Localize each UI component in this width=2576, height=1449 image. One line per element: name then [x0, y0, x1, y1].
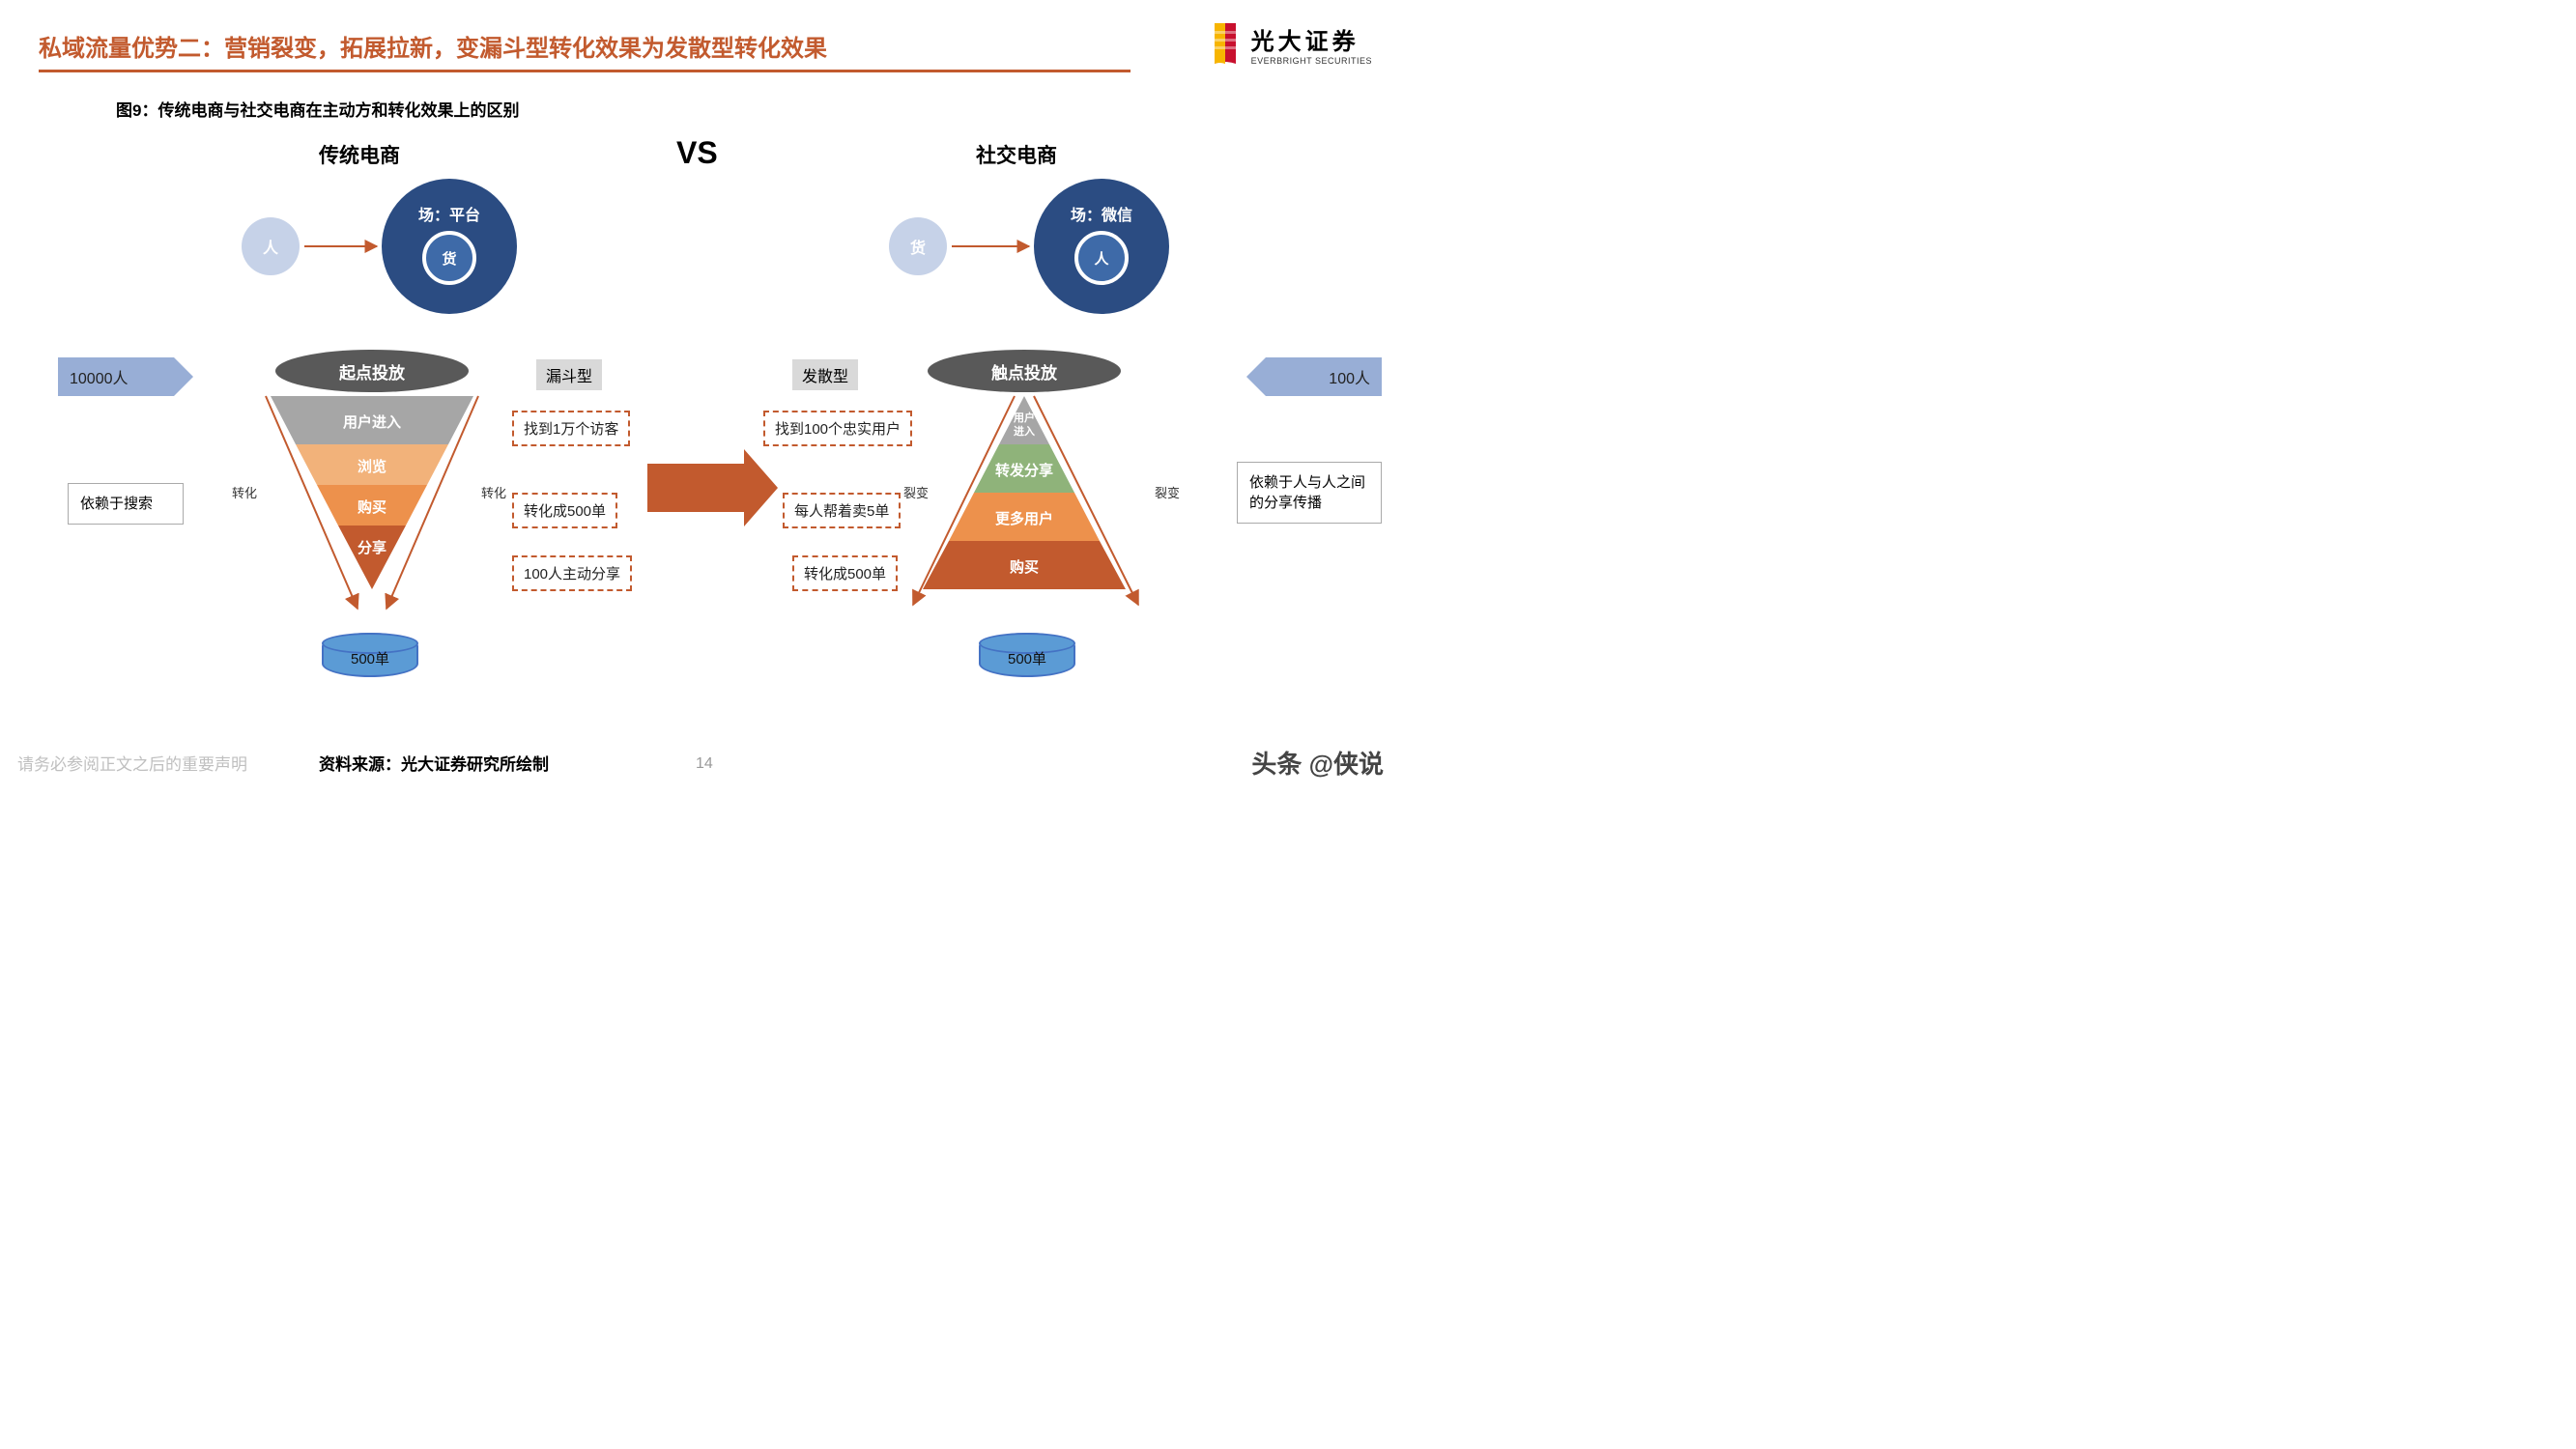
right-cylinder: 500单 — [979, 633, 1075, 677]
left-callout-1: 找到1万个访客 — [512, 411, 630, 446]
left-big-circle-inner: 货 — [422, 231, 476, 285]
right-big-circle: 场：微信 人 — [1034, 179, 1169, 314]
right-stage-3: 更多用户 — [995, 510, 1053, 527]
left-callout-2: 转化成500单 — [512, 493, 617, 528]
footer-disclaimer: 请务必参阅正文之后的重要声明 — [17, 751, 247, 775]
brand-logo: 光大证券 EVERBRIGHT SECURITIES — [1209, 21, 1372, 66]
right-stage-2: 转发分享 — [995, 462, 1053, 479]
right-depends-box: 依赖于人与人之间的分享传播 — [1237, 462, 1382, 524]
right-input-label: 100人 — [1329, 365, 1370, 388]
title-underline — [39, 70, 1131, 72]
page-title: 私域流量优势二：营销裂变，拓展拉新，变漏斗型转化效果为发散型转化效果 — [39, 29, 827, 63]
left-input-label: 10000人 — [70, 365, 129, 388]
left-stage-2: 浏览 — [358, 458, 386, 475]
right-column-title: 社交电商 — [976, 140, 1057, 169]
left-stage-4: 分享 — [358, 539, 386, 556]
brand-name-en: EVERBRIGHT SECURITIES — [1251, 56, 1372, 66]
left-big-circle: 场：平台 货 — [382, 179, 517, 314]
right-stage-4: 购买 — [1010, 558, 1039, 576]
left-input-arrow: 10000人 — [58, 357, 174, 396]
left-depends-box: 依赖于搜索 — [68, 483, 184, 525]
left-stage-3: 购买 — [358, 498, 386, 516]
right-big-circle-inner: 人 — [1074, 231, 1129, 285]
right-side-label-l: 裂变 — [903, 483, 929, 501]
right-input-arrow: 100人 — [1266, 357, 1382, 396]
left-stage-1: 用户进入 — [343, 413, 401, 431]
brand-logo-icon — [1209, 21, 1242, 66]
right-stage-1b: 进入 — [1014, 424, 1035, 438]
left-column-title: 传统电商 — [319, 140, 400, 169]
left-funnel: 用户进入 浏览 购买 分享 — [266, 396, 478, 609]
right-callout-1: 找到100个忠实用户 — [763, 411, 912, 446]
left-funnel-top: 起点投放 — [275, 350, 469, 392]
left-cylinder: 500单 — [322, 633, 418, 677]
left-side-label-l: 转化 — [232, 483, 257, 501]
left-big-circle-top: 场：平台 — [418, 202, 480, 225]
right-side-label-r: 裂变 — [1155, 483, 1180, 501]
figure-caption: 图9：传统电商与社交电商在主动方和转化效果上的区别 — [116, 97, 519, 121]
center-arrow — [647, 464, 744, 512]
right-callout-3: 转化成500单 — [792, 555, 898, 591]
right-stage-1a: 用户 — [1014, 411, 1035, 424]
left-callout-3: 100人主动分享 — [512, 555, 632, 591]
right-callout-2: 每人帮着卖5单 — [783, 493, 901, 528]
left-type-tag: 漏斗型 — [536, 359, 602, 390]
right-funnel: 用户 进入 转发分享 更多用户 购买 — [913, 396, 1138, 605]
left-cylinder-label: 500单 — [351, 648, 389, 668]
right-type-tag: 发散型 — [792, 359, 858, 390]
brand-name-cn: 光大证券 — [1251, 22, 1372, 56]
vs-label: VS — [676, 135, 718, 171]
right-small-circle: 货 — [889, 217, 947, 275]
left-small-circle: 人 — [242, 217, 300, 275]
right-cylinder-label: 500单 — [1008, 648, 1046, 668]
footer-source: 资料来源：光大证券研究所绘制 — [319, 751, 549, 775]
right-big-circle-top: 场：微信 — [1071, 202, 1132, 225]
right-funnel-top: 触点投放 — [928, 350, 1121, 392]
left-side-label-r: 转化 — [481, 483, 506, 501]
page-number: 14 — [696, 755, 713, 773]
footer-watermark: 头条 @侠说 — [1251, 745, 1384, 781]
